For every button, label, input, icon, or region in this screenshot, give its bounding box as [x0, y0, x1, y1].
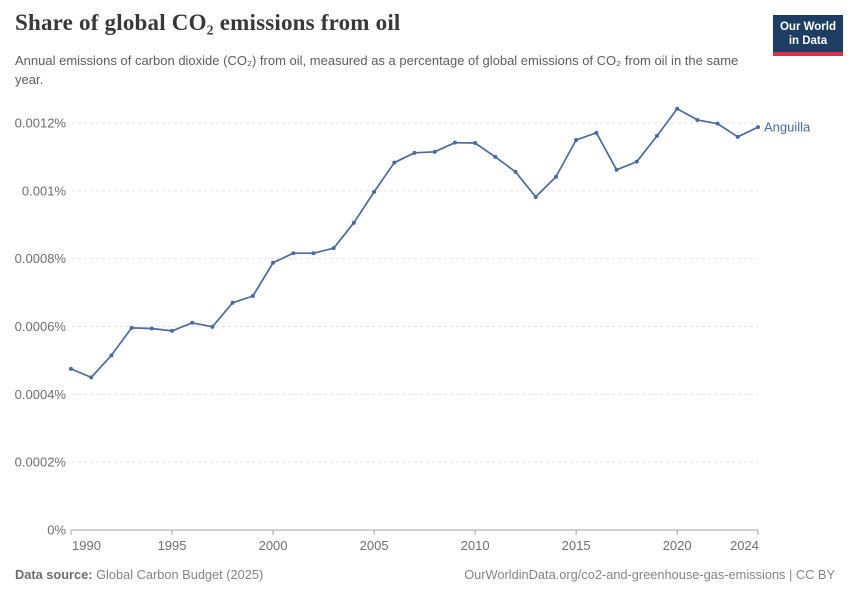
data-point[interactable]	[311, 251, 316, 256]
y-axis-tick-label: 0.001%	[22, 183, 67, 198]
data-point[interactable]	[129, 325, 134, 330]
data-point[interactable]	[756, 125, 760, 130]
data-point[interactable]	[634, 159, 639, 164]
data-point[interactable]	[190, 320, 195, 325]
data-point[interactable]	[473, 141, 478, 146]
y-axis-tick-label: 0%	[47, 523, 66, 538]
x-axis-tick-label: 2010	[461, 538, 490, 553]
chart-subtitle: Annual emissions of carbon dioxide (CO₂)…	[15, 53, 739, 87]
data-source-value: Global Carbon Budget (2025)	[96, 567, 264, 582]
data-point[interactable]	[675, 106, 680, 111]
x-axis-tick-label: 2020	[663, 538, 692, 553]
data-point[interactable]	[89, 375, 94, 380]
y-axis-tick-label: 0.0002%	[15, 455, 67, 470]
data-point[interactable]	[170, 328, 175, 333]
x-axis-tick-label: 2015	[562, 538, 591, 553]
data-point[interactable]	[230, 300, 235, 305]
chart-footer: Data source: Global Carbon Budget (2025)…	[15, 567, 835, 582]
data-point[interactable]	[533, 194, 538, 199]
owid-logo[interactable]: Our World in Data	[772, 15, 843, 56]
series-line-anguilla[interactable]	[70, 107, 759, 379]
data-point[interactable]	[210, 324, 215, 329]
y-axis-tick-label: 0.0004%	[15, 387, 67, 402]
y-axis-tick-label: 0.0008%	[15, 251, 67, 266]
data-point[interactable]	[331, 246, 336, 251]
x-axis-tick-label: 2000	[259, 538, 288, 553]
chart-title: Share of global CO₂ emissions from oil	[15, 10, 401, 35]
data-point[interactable]	[493, 154, 498, 159]
data-point[interactable]	[513, 169, 518, 174]
x-axis-tick-label: 2024	[730, 538, 759, 553]
data-point[interactable]	[735, 134, 740, 139]
data-point[interactable]	[594, 130, 599, 135]
data-point[interactable]	[271, 260, 276, 265]
data-point[interactable]	[412, 150, 417, 155]
owid-logo-line2: in Data	[788, 35, 828, 48]
data-point[interactable]	[715, 121, 720, 126]
owid-logo-line1: Our World	[779, 21, 836, 33]
data-point[interactable]	[553, 174, 558, 179]
x-axis-tick-label: 1990	[72, 538, 101, 553]
data-source: Data source: Global Carbon Budget (2025)	[15, 567, 263, 582]
credit-line[interactable]: OurWorldinData.org/co2-and-greenhouse-ga…	[464, 567, 835, 582]
data-point[interactable]	[109, 353, 114, 358]
data-point[interactable]	[392, 160, 397, 165]
data-point[interactable]	[574, 137, 579, 142]
y-axis-tick-label: 0.0006%	[15, 319, 67, 334]
data-point[interactable]	[432, 149, 437, 154]
y-axis-tick-label: 0.0012%	[15, 116, 67, 131]
data-point[interactable]	[372, 189, 377, 194]
x-axis-tick-label: 2005	[360, 538, 389, 553]
x-axis-tick-label: 1995	[158, 538, 187, 553]
data-point[interactable]	[695, 117, 700, 122]
data-point[interactable]	[452, 140, 457, 145]
data-source-label: Data source:	[15, 567, 93, 582]
data-point[interactable]	[654, 133, 659, 138]
data-point[interactable]	[614, 167, 619, 172]
data-point[interactable]	[351, 220, 356, 225]
data-point[interactable]	[291, 251, 296, 256]
data-point[interactable]	[69, 366, 73, 371]
data-point[interactable]	[149, 326, 154, 331]
data-point[interactable]	[250, 293, 255, 298]
series-label-anguilla[interactable]: Anguilla	[764, 120, 811, 135]
